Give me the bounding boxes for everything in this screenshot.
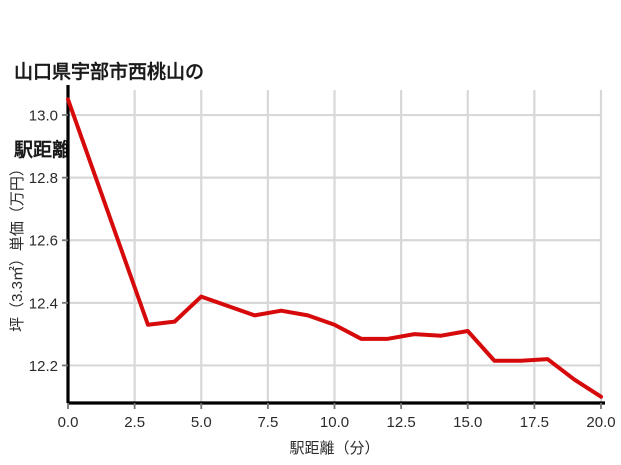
y-tick-label-1: 12.4: [29, 295, 58, 312]
gridlines: [66, 90, 603, 403]
y-axis-title: 坪（3.3㎡）単価（万円）: [9, 161, 26, 332]
chart-title-line-1: 山口県宇部市西桃山の: [14, 62, 205, 83]
data-series-line: [66, 97, 603, 399]
axis-spines: [66, 85, 605, 405]
x-tick-labels: 0.0 2.5 5.0 7.5 10.0 12.5 15.0 17.5 20.0: [58, 414, 616, 431]
x-tick-label-0: 0.0: [58, 414, 79, 431]
x-tick-label-6: 15.0: [453, 414, 482, 431]
x-tick-label-5: 12.5: [387, 414, 416, 431]
x-tick-label-7: 17.5: [520, 414, 549, 431]
y-tick-label-0: 12.2: [29, 358, 58, 375]
x-tick-label-3: 7.5: [257, 414, 278, 431]
x-tick-label-8: 20.0: [586, 414, 615, 431]
x-tick-label-1: 2.5: [124, 414, 145, 431]
x-tick-label-4: 10.0: [320, 414, 349, 431]
y-tick-label-2: 12.6: [29, 233, 58, 250]
y-tick-label-3: 12.8: [29, 170, 58, 187]
series-polyline: [66, 97, 603, 399]
y-tick-label-4: 13.0: [29, 108, 58, 125]
x-axis-title: 駅距離（分）: [289, 439, 379, 457]
x-tick-label-2: 5.0: [191, 414, 212, 431]
y-tick-labels: 12.2 12.4 12.6 12.8 13.0: [29, 108, 58, 375]
tick-marks: [62, 114, 602, 409]
